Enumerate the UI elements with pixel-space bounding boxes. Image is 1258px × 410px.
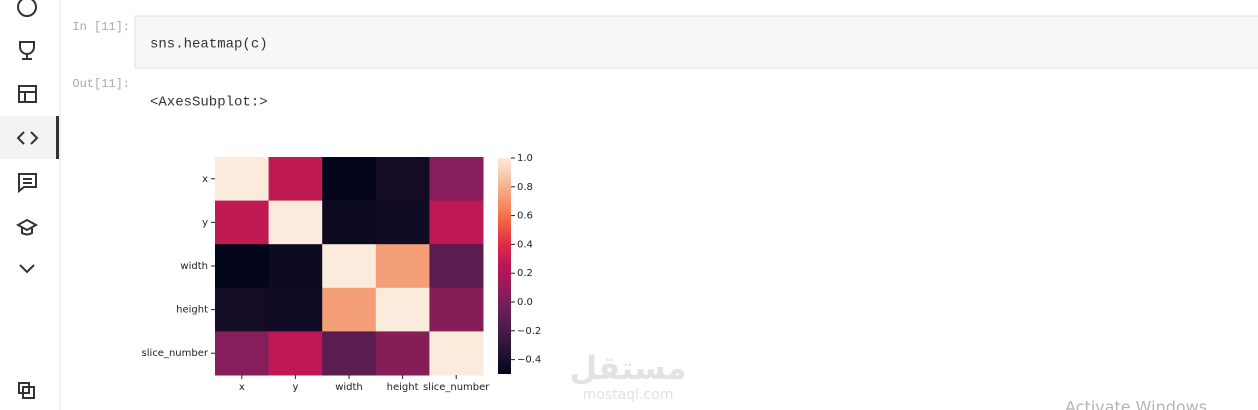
- heatmap-cell: [268, 244, 323, 289]
- heatmap-cell: [375, 157, 430, 202]
- x-tick-label: y: [292, 382, 298, 393]
- heatmap-cell: [322, 157, 377, 202]
- os-notice: Activate Windows: [1065, 398, 1207, 410]
- heatmap-cell: [268, 157, 323, 202]
- trophy-icon[interactable]: [19, 41, 35, 60]
- in-prompt: In [11]:: [72, 20, 130, 34]
- heatmap-cell: [375, 200, 430, 245]
- out-prompt: Out[11]:: [72, 77, 130, 91]
- heatmap-cell: [215, 157, 270, 202]
- colorbar-tick-label: −0.4: [517, 355, 541, 366]
- watermark-logo: مستقل: [569, 349, 686, 387]
- y-tick-label: width: [180, 261, 208, 272]
- heatmap-cell: [215, 244, 270, 289]
- y-tick-label: slice_number: [142, 348, 209, 359]
- table-icon[interactable]: [18, 85, 37, 103]
- sidebar: [0, 0, 60, 410]
- colorbar-tick-label: 0.4: [517, 239, 533, 250]
- colorbar-tick-label: −0.2: [517, 326, 541, 337]
- colorbar-tick-label: 0.6: [517, 211, 533, 222]
- code-icon: [16, 131, 39, 145]
- x-tick-label: height: [387, 382, 419, 393]
- x-tick-label: x: [239, 382, 245, 393]
- active-item[interactable]: [0, 116, 60, 159]
- colorbar-tick-label: 0.8: [517, 182, 533, 193]
- heatmap-cell: [375, 287, 430, 332]
- x-tick-label: width: [335, 382, 363, 393]
- heatmap-cell: [322, 287, 377, 332]
- heatmap-cell: [322, 331, 377, 376]
- code-cell[interactable]: [134, 15, 1258, 69]
- heatmap-cell: [429, 244, 484, 289]
- heatmap-cell: [215, 287, 270, 332]
- y-tick-label: y: [202, 217, 208, 228]
- table-icon-lines: [19, 91, 36, 102]
- heatmap-cell: [322, 200, 377, 245]
- discussion-icon[interactable]: [18, 173, 37, 194]
- colorbar-tick-label: 0.0: [517, 297, 533, 308]
- colorbar-tick-label: 0.2: [517, 268, 533, 279]
- colorbar: [498, 158, 511, 374]
- active-indicator: [56, 116, 59, 159]
- heatmap-cell: [375, 244, 430, 289]
- code-text: sns.heatmap(c): [150, 37, 268, 53]
- colorbar-tick-label: 1.0: [517, 153, 533, 164]
- y-tick-label: x: [202, 174, 208, 185]
- heatmap-cell: [268, 200, 323, 245]
- heatmap-cell: [429, 287, 484, 332]
- heatmap-cell: [429, 200, 484, 245]
- expand-icon[interactable]: [19, 264, 35, 274]
- compass-icon[interactable]: [17, 0, 37, 17]
- heatmap-cell: [429, 157, 484, 202]
- heatmap-cell: [429, 331, 484, 376]
- watermark-url: mostaql.com: [583, 387, 674, 403]
- x-tick-label: slice_number: [423, 382, 490, 393]
- heatmap-cell: [375, 331, 430, 376]
- learn-icon[interactable]: [15, 218, 39, 236]
- copy-icon[interactable]: [18, 382, 35, 399]
- heatmap-cell: [215, 331, 270, 376]
- output-text: <AxesSubplot:>: [150, 95, 268, 111]
- y-tick-label: height: [176, 305, 208, 316]
- heatmap-cell: [268, 331, 323, 376]
- heatmap-cell: [268, 287, 323, 332]
- heatmap-cell: [322, 244, 377, 289]
- heatmap-cell: [215, 200, 270, 245]
